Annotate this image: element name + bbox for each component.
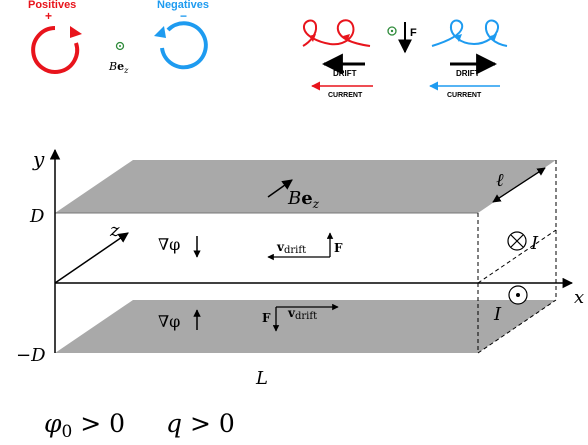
v-drift-bottom-label: vdrift: [287, 306, 317, 322]
drift-label-left: DRIFT: [333, 69, 357, 78]
label-l: L: [255, 368, 268, 389]
negative-orbit-arrowhead: [154, 26, 166, 38]
negative-gyration: Negatives −: [154, 0, 209, 70]
b-field-e: e: [301, 188, 312, 209]
negative-trajectory: [431, 19, 508, 47]
force-top-label: F: [334, 241, 343, 255]
z-axis-label: z: [109, 220, 120, 241]
conditions: φ0 > 0: [44, 409, 125, 442]
current-label-right: CURRENT: [447, 92, 482, 99]
current-label-left: CURRENT: [328, 92, 363, 99]
force-label: F: [410, 27, 417, 39]
field-label-sub: z: [123, 66, 129, 75]
negative-drift-panel: DRIFT CURRENT: [429, 19, 508, 99]
negatives-label: Negatives: [157, 0, 209, 11]
positive-orbit: [31, 26, 80, 74]
positive-trajectory: [302, 19, 371, 47]
negative-orbit: [160, 21, 208, 70]
dot-field-icon: [115, 41, 125, 51]
b-field-b: B: [287, 188, 301, 209]
positive-orbit-arrowhead: [70, 26, 82, 38]
y-axis-label: y: [32, 147, 45, 171]
v-drift-top-sub: drift: [284, 245, 306, 256]
v-drift-bottom-v: v: [287, 306, 296, 320]
label-i-top: I: [530, 233, 539, 254]
v-drift-bottom-sub: drift: [295, 311, 317, 322]
label-i-bottom: I: [493, 304, 502, 325]
force-bottom-label: F: [262, 311, 271, 325]
positives-label: Positives: [28, 0, 76, 11]
b-field-label: Bez: [287, 188, 320, 211]
grad-phi-bottom-text: ∇φ: [158, 312, 180, 331]
b-field-sub: z: [312, 197, 320, 211]
field-indicator: Bez: [108, 41, 129, 75]
label-d: D: [29, 206, 45, 227]
b-field-arrow: [267, 179, 293, 198]
phi-sub: 0: [62, 422, 73, 442]
x-axis-label: x: [574, 287, 584, 308]
field-label-e: e: [117, 60, 124, 73]
phi-rel: > 0: [72, 409, 125, 438]
field-label-b: B: [108, 60, 117, 73]
label-ell: ℓ: [496, 170, 504, 191]
positive-gyration: Positives +: [28, 0, 82, 74]
phi-symbol: φ: [44, 409, 62, 438]
svg-text:Bez: Bez: [108, 60, 129, 75]
bottom-plate: [55, 300, 556, 353]
label-minus-d: −D: [16, 345, 46, 366]
grad-phi-top: ∇φ: [158, 235, 180, 254]
z-axis: [54, 232, 129, 284]
v-drift-top-v: v: [276, 240, 285, 254]
dot-field-icon-2: [387, 26, 397, 36]
positives-sign: +: [45, 9, 52, 23]
q-symbol: q: [166, 409, 182, 438]
force-indicator: F: [387, 22, 417, 54]
positive-drift-panel: DRIFT CURRENT: [302, 19, 373, 99]
grad-phi-top-text: ∇φ: [158, 235, 180, 254]
negatives-sign: −: [180, 9, 187, 23]
top-plate: [55, 160, 556, 213]
v-drift-top-label: vdrift: [276, 240, 306, 256]
grad-phi-bottom: ∇φ: [158, 312, 180, 331]
q-rel: > 0: [182, 409, 235, 438]
q-condition: q > 0: [166, 409, 235, 438]
drift-label-right: DRIFT: [456, 69, 480, 78]
